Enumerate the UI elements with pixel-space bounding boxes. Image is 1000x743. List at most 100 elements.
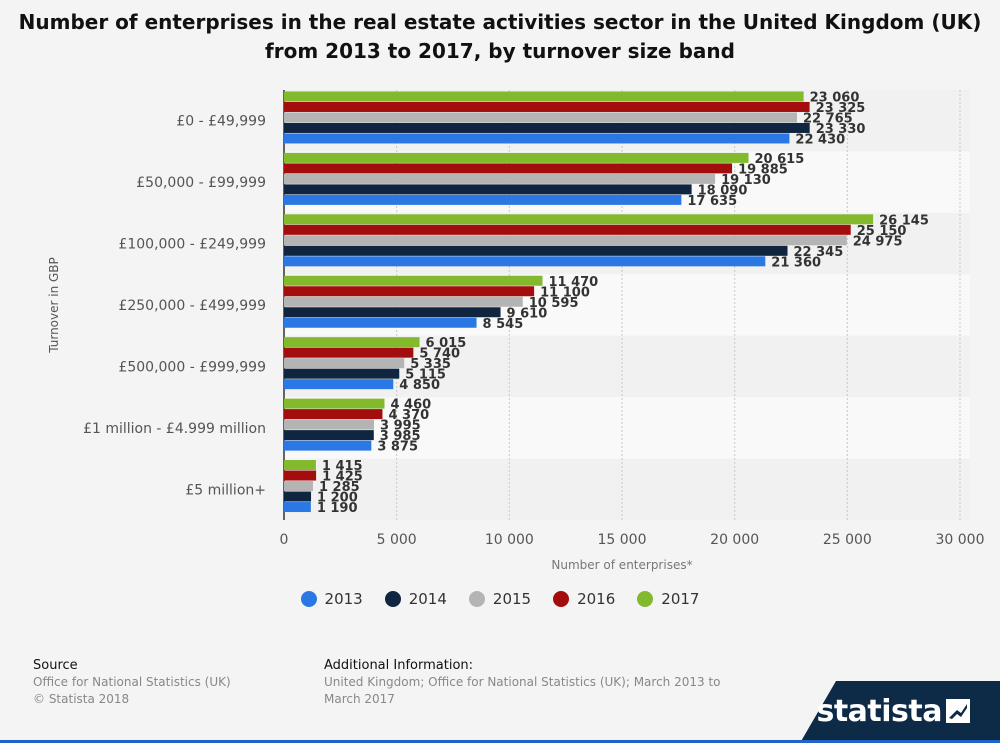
data-label-2015: 22 765 — [803, 111, 853, 126]
category-label: £0 - £49,999 — [176, 114, 266, 130]
category-band — [284, 458, 970, 520]
legend-label-2016: 2016 — [577, 590, 616, 608]
x-tick-label: 30 000 — [936, 532, 985, 548]
bar-2017 — [284, 460, 316, 471]
legend-item-2015[interactable]: 2015 — [468, 590, 532, 608]
data-label-2013: 8 545 — [483, 317, 524, 332]
source-text[interactable]: Office for National Statistics (UK) — [33, 675, 231, 689]
bar-2014 — [284, 368, 400, 379]
bar-chart: 0 5 000 10 000 15 000 20 000 25 000 30 000 £0 -… — [47, 90, 985, 572]
data-label-2017: 6 015 — [426, 336, 467, 351]
bar-2016 — [284, 347, 414, 358]
bar-2014 — [284, 184, 692, 195]
bar-2014 — [284, 430, 374, 441]
data-label-2016: 19 885 — [738, 162, 788, 177]
bar-2013 — [284, 133, 790, 144]
bar-2017 — [284, 214, 874, 225]
data-label-2017: 20 615 — [755, 152, 805, 167]
bar-2014 — [284, 122, 810, 133]
bar-2015 — [284, 419, 375, 430]
data-label-2016: 5 740 — [419, 347, 460, 362]
statista-logo[interactable]: statista — [816, 694, 942, 729]
category-label: £250,000 - £499,999 — [118, 298, 266, 314]
legend-dot-2016 — [553, 591, 570, 607]
data-label-2014: 9 610 — [507, 306, 548, 321]
additional-info-block: Additional Information: United Kingdom; … — [324, 657, 744, 708]
x-tick-label: 0 — [280, 532, 289, 548]
data-label-2014: 22 345 — [794, 245, 844, 260]
legend-dot-2013 — [300, 591, 317, 607]
data-label-2017: 1 415 — [322, 459, 363, 474]
data-label-2015: 1 285 — [319, 480, 360, 495]
legend-label-2015: 2015 — [492, 590, 532, 608]
bar-2013 — [284, 502, 311, 513]
statista-flag-icon — [946, 699, 970, 723]
bar-2014 — [284, 245, 788, 256]
data-label-2016: 25 150 — [857, 224, 907, 239]
data-label-2014: 18 090 — [698, 183, 748, 198]
bar-2014 — [284, 491, 312, 502]
data-label-2013: 17 635 — [687, 194, 737, 209]
bar-2016 — [284, 224, 851, 235]
bar-2016 — [284, 101, 810, 112]
data-label-2016: 4 370 — [388, 408, 429, 423]
bar-2013 — [284, 379, 394, 390]
bar-2017 — [284, 152, 749, 163]
bar-2013 — [284, 194, 682, 205]
bar-2015 — [284, 112, 797, 123]
category-label: £1 million - £4.999 million — [83, 421, 266, 437]
bar-2014 — [284, 307, 501, 318]
x-tick-label: 5 000 — [377, 532, 417, 548]
legend-dot-2017 — [637, 591, 654, 607]
data-label-2016: 1 425 — [322, 470, 363, 485]
category-label: £50,000 - £99,999 — [136, 175, 266, 191]
bar-2013 — [284, 440, 372, 451]
bar-2013 — [284, 317, 477, 328]
bar-2017 — [284, 91, 804, 102]
data-label-2014: 3 985 — [380, 429, 421, 444]
data-label-2017: 26 145 — [879, 213, 929, 228]
category-label: £100,000 - £249,999 — [118, 237, 266, 253]
legend-dot-2015 — [468, 591, 485, 607]
bar-2013 — [284, 256, 766, 267]
bar-2015 — [284, 481, 313, 492]
legend-label-2017: 2017 — [661, 590, 700, 608]
source-heading: Source — [33, 658, 78, 673]
x-tick-label: 15 000 — [598, 532, 647, 548]
data-label-2014: 5 115 — [405, 368, 446, 383]
x-axis-title: Number of enterprises* — [551, 558, 692, 572]
data-label-2016: 23 325 — [816, 101, 866, 116]
bar-2017 — [284, 275, 543, 286]
data-label-2014: 1 200 — [317, 491, 358, 506]
y-axis-title: Turnover in GBP — [47, 257, 61, 354]
data-label-2013: 4 850 — [399, 378, 440, 393]
data-label-2017: 23 060 — [810, 90, 860, 105]
data-label-2016: 11 100 — [540, 285, 590, 300]
data-label-2013: 1 190 — [317, 501, 358, 516]
bar-2016 — [284, 163, 733, 174]
bar-2015 — [284, 296, 523, 307]
legend-label-2013: 2013 — [324, 590, 363, 608]
x-tick-label: 20 000 — [710, 532, 759, 548]
bar-2017 — [284, 337, 420, 348]
legend-item-2016[interactable]: 2016 — [553, 590, 615, 608]
bar-2016 — [284, 470, 317, 481]
data-label-2017: 11 470 — [548, 275, 598, 290]
legend-item-2017[interactable]: 2017 — [637, 590, 699, 608]
bar-2015 — [284, 235, 847, 246]
legend-item-2013[interactable]: 2013 — [300, 590, 363, 608]
bottom-stripe — [0, 740, 1000, 743]
bar-2015 — [284, 173, 716, 184]
legend-item-2014[interactable]: 2014 — [384, 590, 447, 608]
category-label: £5 million+ — [185, 482, 266, 498]
data-label-2013: 3 875 — [377, 440, 418, 455]
bar-2017 — [284, 398, 385, 409]
data-label-2015: 10 595 — [529, 296, 579, 311]
additional-info-text: United Kingdom; Office for National Stat… — [324, 675, 721, 706]
data-label-2015: 3 995 — [380, 419, 421, 434]
additional-info-heading: Additional Information: — [324, 658, 474, 673]
bar-2015 — [284, 358, 405, 369]
bar-2016 — [284, 286, 535, 297]
data-label-2015: 5 335 — [410, 357, 451, 372]
data-label-2015: 24 975 — [853, 234, 903, 249]
